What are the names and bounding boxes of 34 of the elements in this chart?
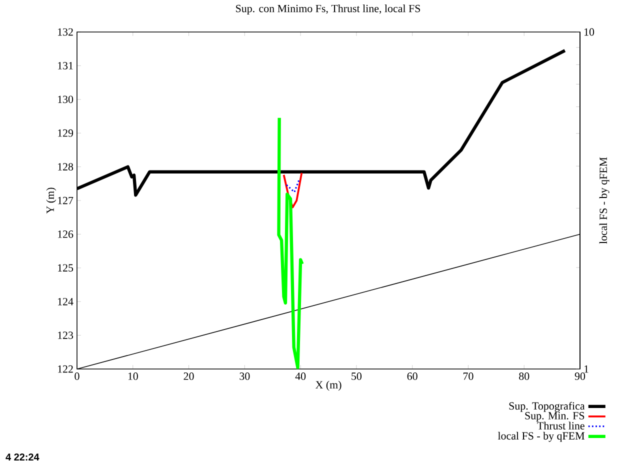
legend-label: local FS - by qFEM (498, 432, 584, 442)
x-tick-label: 20 (184, 372, 194, 380)
y-tick-label: 127 (58, 196, 74, 204)
y-tick-label: 128 (58, 163, 74, 170)
y-tick-label: 125 (58, 264, 74, 272)
text: 4 22:24 (6, 454, 40, 460)
line-series (282, 172, 303, 208)
line-series (277, 116, 304, 369)
y2-tick-label: 1 (584, 365, 588, 373)
y-axis-title: Y (m) (46, 188, 56, 214)
y2-tick-label: 10 (584, 28, 594, 36)
y-tick-label: 129 (58, 129, 74, 137)
legend-label: Thrust line (537, 422, 584, 430)
x-tick-label: 50 (352, 372, 362, 380)
y2-axis-title: local FS - by qFEM (599, 157, 610, 244)
x-tick-label: 30 (240, 372, 250, 380)
y-tick-label: 122 (58, 365, 73, 373)
y-tick-label: 131 (58, 62, 73, 70)
chart-title: Sup. con Minimo Fs, Thrust line, local FS (236, 4, 420, 14)
legend-label: Sup. Topografica (509, 402, 585, 412)
x-tick-label: 10 (128, 372, 138, 380)
y-tick-label: 123 (58, 332, 74, 339)
y-tick-label: 130 (58, 96, 74, 104)
x-tick-label: 90 (574, 372, 586, 380)
x-axis-title: X (m) (315, 380, 342, 391)
y-tick-label: 132 (58, 28, 73, 36)
x-tick-label: 80 (519, 372, 530, 380)
legend-label: Sup. Min. FS (525, 412, 584, 422)
x-tick-label: 70 (463, 372, 474, 380)
y-tick-label: 124 (58, 298, 74, 306)
x-tick-label: 0 (74, 372, 80, 380)
x-tick-label: 60 (407, 372, 418, 380)
x-tick-label: 40 (295, 372, 306, 380)
y-tick-label: 126 (58, 230, 74, 238)
